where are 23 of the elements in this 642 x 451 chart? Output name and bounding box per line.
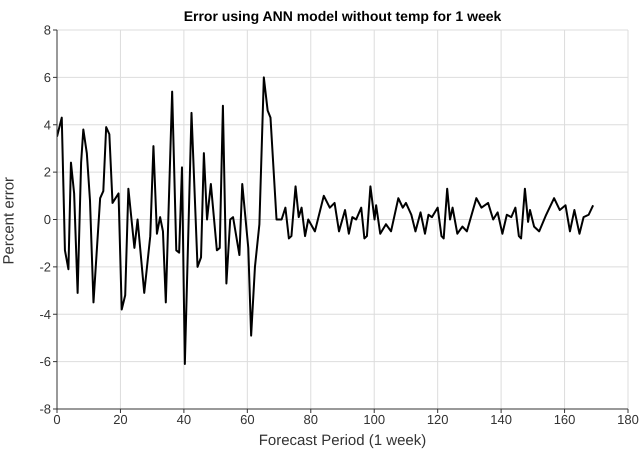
x-tick-label: 60 (240, 412, 255, 428)
x-axis-title: Forecast Period (1 week) (258, 432, 426, 449)
x-tick-label: 120 (426, 412, 449, 428)
x-tick-label: 100 (363, 412, 386, 428)
x-tick-label: 180 (617, 412, 639, 428)
y-axis-title: Percent error (0, 176, 18, 264)
x-tick-label: 80 (304, 412, 318, 428)
y-tick-label: -8 (39, 402, 51, 417)
y-tick-label: -2 (39, 259, 51, 274)
y-tick-label: 2 (44, 164, 51, 180)
y-tick-label: 6 (44, 70, 51, 85)
x-tick-label: 40 (176, 412, 192, 428)
y-tick-label: 4 (44, 117, 51, 132)
y-tick-label: 8 (44, 22, 51, 38)
y-tick-label: 0 (44, 212, 51, 228)
x-tick-label: 20 (113, 412, 128, 428)
x-tick-label: 160 (554, 412, 576, 428)
y-tick-label: -4 (39, 306, 51, 322)
y-tick-label: -6 (39, 354, 51, 370)
chart-title: Error using ANN model without temp for 1 week (182, 8, 502, 24)
line-series (57, 76, 594, 365)
x-tick-label: 0 (53, 412, 61, 428)
x-tick-label: 140 (490, 412, 512, 428)
